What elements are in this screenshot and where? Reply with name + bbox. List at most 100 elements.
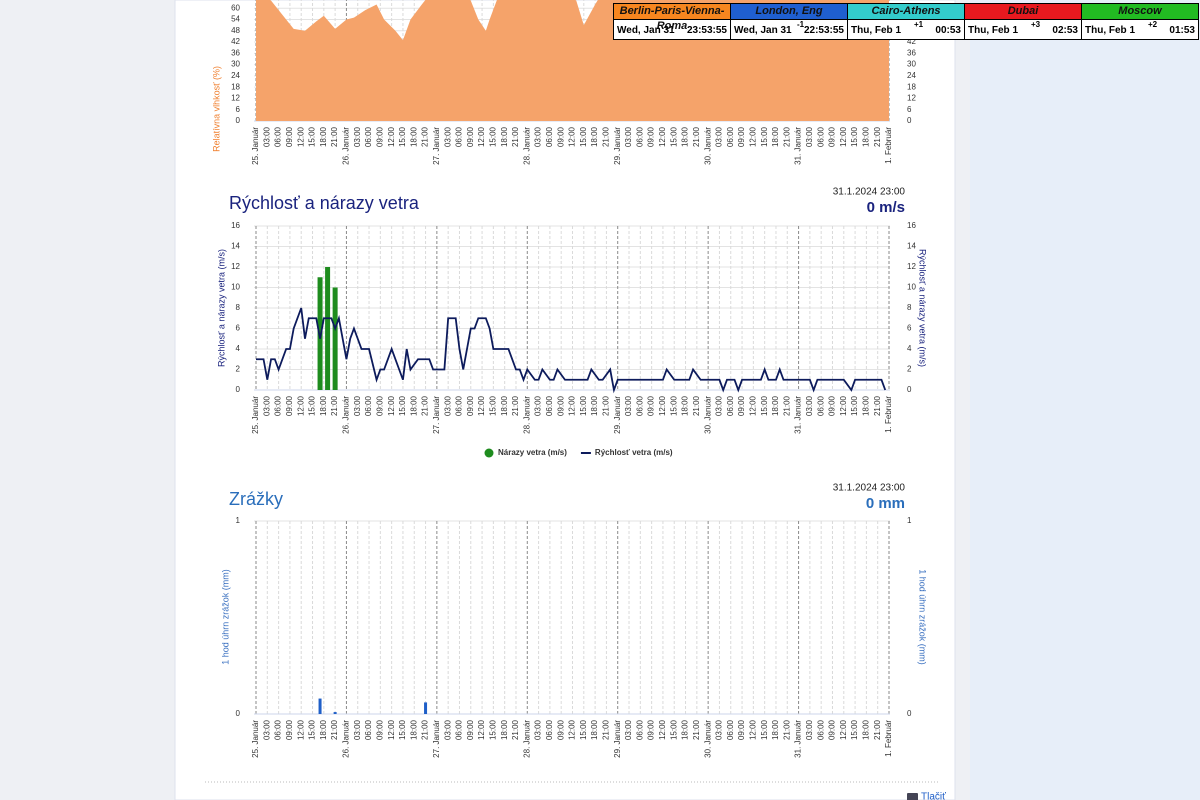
x-tick-label: 21:00 [692,395,701,416]
x-tick-label: 06:00 [726,395,735,416]
x-tick-label: 30. Január [703,127,712,165]
x-tick-label: 15:00 [760,126,769,147]
x-tick-label: 18:00 [409,719,418,740]
clock-offset: +1 [914,20,924,29]
x-tick-label: 21:00 [330,395,339,416]
x-tick-label: 18:00 [862,126,871,147]
x-tick-label: 18:00 [409,126,418,147]
x-tick-label: 03:00 [262,126,271,147]
x-tick-label: 27. Január [432,127,441,165]
world-clock: Berlin-Paris-Vienna-Roma Wed, Jan 31 23:53… [613,3,1199,40]
x-tick-label: 03:00 [805,395,814,416]
x-tick-label: 29. Január [613,720,622,758]
x-tick-label: 09:00 [737,395,746,416]
x-tick-label: 09:00 [466,126,475,147]
x-tick-label: 09:00 [375,719,384,740]
x-tick-label: 12:00 [296,126,305,147]
x-tick-label: 21:00 [692,126,701,147]
clock-column: Moscow Thu, Feb 1 +2 01:53 [1081,4,1198,39]
x-tick-label: 12:00 [568,126,577,147]
x-tick-label: 28. Január [522,720,531,758]
y2-tick-label: 14 [907,242,916,251]
x-tick-label: 06:00 [274,395,283,416]
x-tick-label: 28. Január [522,127,531,165]
line [256,307,887,394]
y-tick-label: 0 [236,116,241,125]
x-tick-label: 09:00 [556,395,565,416]
x-tick-label: 21:00 [511,126,520,147]
x-tick-label: 15:00 [579,395,588,416]
x-tick-label: 09:00 [737,719,746,740]
y-tick-label: 14 [231,242,240,251]
x-tick-label: 03:00 [534,126,543,147]
x-tick-label: 18:00 [862,719,871,740]
x-tick-label: 03:00 [715,126,724,147]
x-tick-label: 21:00 [782,719,791,740]
print-link[interactable]: Tlačiť [921,792,946,800]
y-tick-label: 6 [236,324,241,333]
x-tick-label: 29. Január [613,127,622,165]
x-tick-label: 03:00 [805,719,814,740]
x-tick-label: 12:00 [477,719,486,740]
print-icon[interactable] [907,793,918,800]
x-tick-label: 06:00 [816,719,825,740]
x-tick-label: 09:00 [466,719,475,740]
current-value: 0 m/s [867,199,905,216]
x-tick-label: 12:00 [387,395,396,416]
x-tick-label: 15:00 [398,395,407,416]
clock-offset: +3 [1031,20,1041,29]
y2-tick-label: 10 [907,283,916,292]
x-tick-label: 21:00 [330,719,339,740]
x-tick-label: 03:00 [443,395,452,416]
x-tick-label: 15:00 [579,126,588,147]
x-tick-label: 21:00 [421,719,430,740]
x-tick-label: 15:00 [488,719,497,740]
x-tick-label: 15:00 [308,395,317,416]
x-tick-label: 06:00 [455,395,464,416]
x-tick-label: 15:00 [669,395,678,416]
bar [333,712,337,714]
clock-row: Thu, Feb 1 +1 00:53 [848,20,964,39]
x-tick-label: 15:00 [850,126,859,147]
current-value: 0 mm [866,495,905,512]
bar [318,698,322,714]
x-tick-label: 21:00 [421,126,430,147]
y-tick-label: 8 [236,303,241,312]
y2-tick-label: 4 [907,344,912,353]
x-tick-label: 27. Január [432,396,441,434]
city-name: Berlin-Paris-Vienna-Roma [614,4,730,32]
y-tick-label: 36 [231,48,240,57]
y-axis-label: 1 hod úhrn zrážok (mm) [220,569,230,665]
x-tick-label: 1. Február [884,720,893,757]
x-tick-label: 21:00 [602,126,611,147]
x-tick-label: 18:00 [862,395,871,416]
x-tick-label: 21:00 [602,395,611,416]
x-tick-label: 12:00 [568,395,577,416]
legend-label: Rýchlosť vetra (m/s) [595,448,673,457]
x-tick-label: 31. Január [794,127,803,165]
x-tick-label: 06:00 [455,126,464,147]
x-tick-label: 12:00 [839,395,848,416]
x-tick-label: 03:00 [534,719,543,740]
x-tick-label: 12:00 [477,126,486,147]
x-tick-label: 18:00 [590,126,599,147]
y-axis-label: Rýchlosť a nárazy vetra (m/s) [216,249,226,367]
x-tick-label: 26. Január [342,127,351,165]
x-tick-label: 03:00 [443,126,452,147]
x-tick-label: 18:00 [319,719,328,740]
x-tick-label: 25. Január [251,127,260,165]
y-tick-label: 54 [231,15,240,24]
y-tick-label: 12 [231,94,240,103]
x-tick-label: 09:00 [647,395,656,416]
y-tick-label: 60 [231,3,240,12]
x-tick-label: 15:00 [760,395,769,416]
y2-tick-label: 12 [907,262,916,271]
y2-axis-label: 1 hod úhrn zrážok (mm) [918,569,928,665]
x-tick-label: 1. Február [884,396,893,433]
y-tick-label: 18 [231,82,240,91]
x-tick-label: 06:00 [726,126,735,147]
x-tick-label: 09:00 [285,395,294,416]
x-tick-label: 03:00 [715,719,724,740]
x-tick-label: 25. Január [251,720,260,758]
